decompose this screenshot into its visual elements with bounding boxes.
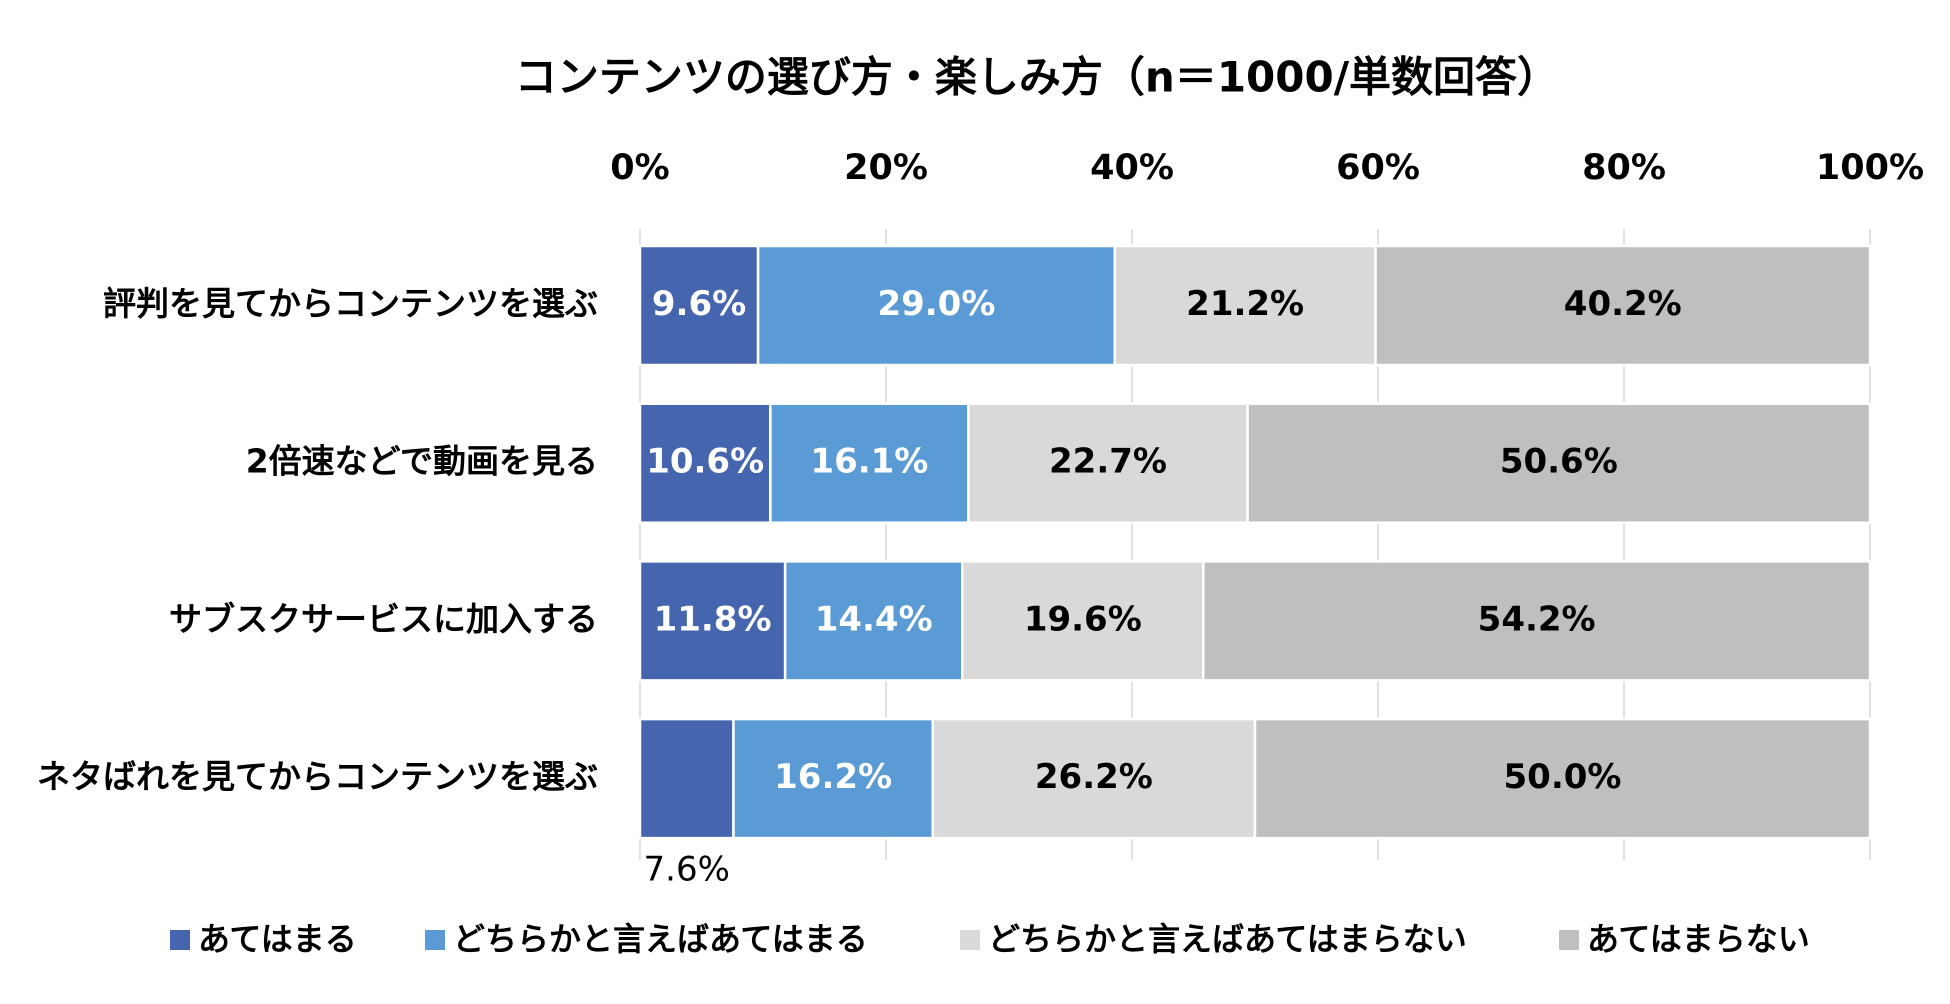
value-label: 16.1% (810, 442, 928, 482)
legend-swatch (170, 930, 190, 950)
bar-segment (1253, 717, 1872, 840)
x-tick-label: 0% (610, 148, 669, 188)
value-label: 54.2% (1478, 599, 1596, 639)
chart-title: コンテンツの選び方・楽しみ方（n＝1000/単数回答） (515, 53, 1559, 102)
legend: あてはまる どちらかと言えばあてはまる どちらかと言えばあてはまらない あてはまらない (170, 920, 1810, 958)
value-label: 9.6% (652, 284, 746, 324)
bar-segment (961, 560, 1205, 682)
category-label: サブスクサービスに加入する (169, 599, 598, 638)
bar-segment (931, 717, 1257, 840)
legend-swatch (1559, 930, 1579, 950)
legend-swatch (960, 930, 980, 950)
x-tick-label: 20% (844, 148, 928, 188)
value-label: 26.2% (1035, 757, 1153, 797)
value-label: 40.2% (1564, 284, 1682, 324)
value-label: 14.4% (815, 599, 933, 639)
value-label: 16.2% (774, 757, 892, 797)
value-label: 22.7% (1049, 442, 1167, 482)
bar-segment (1202, 560, 1872, 682)
x-tick-label: 80% (1582, 148, 1666, 188)
x-tick-label: 100% (1816, 148, 1924, 188)
value-label: 50.0% (1504, 757, 1622, 797)
bar-segment (732, 717, 934, 840)
legend-label: あてはまる (198, 920, 357, 958)
legend-swatch (425, 930, 445, 950)
value-label: 10.6% (646, 442, 764, 482)
x-tick-label: 40% (1090, 148, 1174, 188)
category-label: 2倍速などで動画を見る (246, 442, 598, 481)
x-axis-tick-labels: 0% 20% 40% 60% 80% 100% (610, 148, 1924, 188)
category-labels: 評判を見てからコンテンツを選ぶ 2倍速などで動画を見るサブスクサービスに加入するネ… (37, 284, 598, 796)
bar-segment (769, 402, 970, 524)
value-label: 21.2% (1186, 284, 1304, 324)
category-label: ネタばれを見てからコンテンツを選ぶ (37, 757, 598, 796)
x-tick-label: 60% (1336, 148, 1420, 188)
legend-label: どちらかと言えばあてはまる (453, 920, 868, 958)
bar-segment (967, 402, 1249, 524)
bar-segment (638, 717, 735, 840)
category-label: 評判を見てからコンテンツを選ぶ (103, 284, 598, 323)
bar-segment (638, 244, 760, 367)
value-labels: 9.6% 29.0% 21.2% 40.2% 10.6% 16.1% 22.7% 50.6% 1… (644, 284, 1682, 890)
value-label: 19.6% (1024, 599, 1142, 639)
value-label: 7.6% (644, 850, 730, 890)
value-label: 50.6% (1500, 442, 1618, 482)
bars (638, 244, 1872, 840)
bar-segment (638, 560, 787, 682)
bar-segment (1246, 402, 1872, 524)
bar-segment (1374, 244, 1872, 367)
legend-label: あてはまらない (1587, 920, 1810, 958)
legend-label: どちらかと言えばあてはまらない (988, 920, 1467, 958)
value-label: 29.0% (877, 284, 995, 324)
value-label: 11.8% (654, 599, 772, 639)
bar-segment (638, 402, 772, 524)
bar-segment (783, 560, 964, 682)
